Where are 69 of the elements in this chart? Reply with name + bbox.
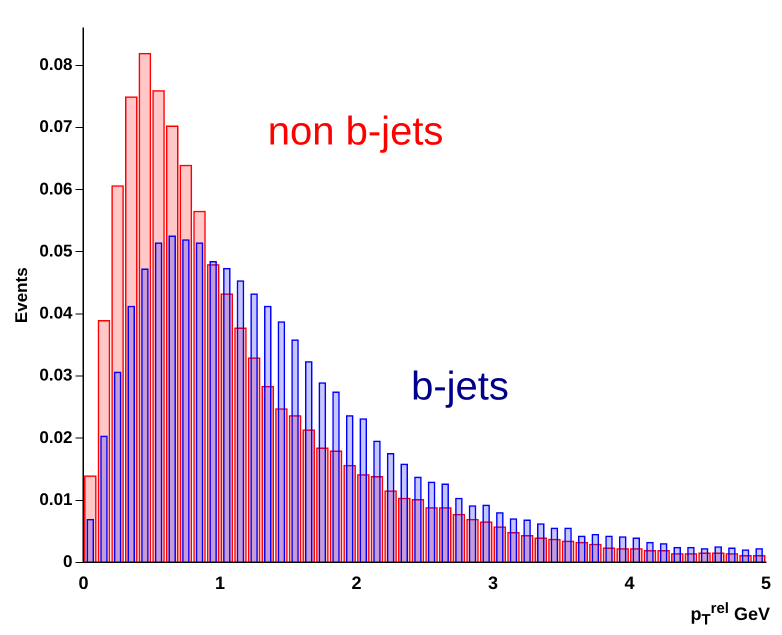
bar [141,268,149,562]
x-tick-label: 2 [351,573,362,594]
bar [482,504,490,562]
bar [646,542,654,562]
bar [223,268,231,562]
y-tick-label: 0.02 [39,428,72,447]
bar [304,361,312,562]
bar [291,339,299,562]
bar [714,546,722,562]
bar [264,306,272,562]
bar [400,464,408,562]
series-label: non b-jets [268,110,444,154]
bar [360,418,368,562]
bar [250,293,258,562]
bar [373,440,381,562]
y-tick-label: 0.03 [39,366,72,385]
bar [318,382,326,562]
bar [386,453,394,562]
bar [742,549,750,562]
bar [550,528,558,562]
y-tick-label: 0.06 [39,179,72,198]
series-label: b-jets [411,364,509,408]
bar [278,321,286,562]
bar [114,372,122,562]
x-tick-label: 3 [488,573,498,594]
bar [687,546,695,562]
y-tick-label: 0.08 [39,54,72,74]
y-tick-label: 0.05 [39,241,72,260]
bar [660,543,668,562]
bar [700,548,708,562]
x-tick-label: 0 [78,573,88,594]
bar [196,242,204,562]
bar [632,538,640,562]
y-tick-label: 0 [63,552,72,572]
bar [618,536,626,562]
bar [332,392,340,562]
x-tick-label: 4 [624,573,634,594]
bar [674,546,682,562]
bar [496,512,504,562]
bar [523,520,531,562]
bar [182,239,190,562]
bar [441,483,449,562]
bar [537,523,545,562]
bar [578,536,586,562]
x-tick-label: 5 [760,573,771,594]
y-tick-label: 0.07 [39,117,72,136]
bar [755,548,763,562]
bar [128,306,136,562]
bar [86,518,94,562]
bar [168,236,176,562]
y-tick-label: 0.01 [39,490,72,509]
bar [510,518,518,562]
bar [100,436,108,562]
bar [728,547,736,562]
bar [564,528,572,562]
bar [468,505,476,562]
bar [605,536,613,562]
y-axis-title: Events [12,267,31,324]
y-tick-label: 0.04 [39,304,74,323]
bar [428,482,436,562]
x-axis-title: p$_{T}$$^{rel}$ GeV [690,600,770,629]
bar [154,242,162,562]
bar [209,261,217,562]
bar [414,476,422,562]
x-tick-label: 1 [214,573,225,594]
bar [592,534,600,562]
bar [455,498,463,562]
bar [236,280,244,562]
bar [346,415,354,562]
